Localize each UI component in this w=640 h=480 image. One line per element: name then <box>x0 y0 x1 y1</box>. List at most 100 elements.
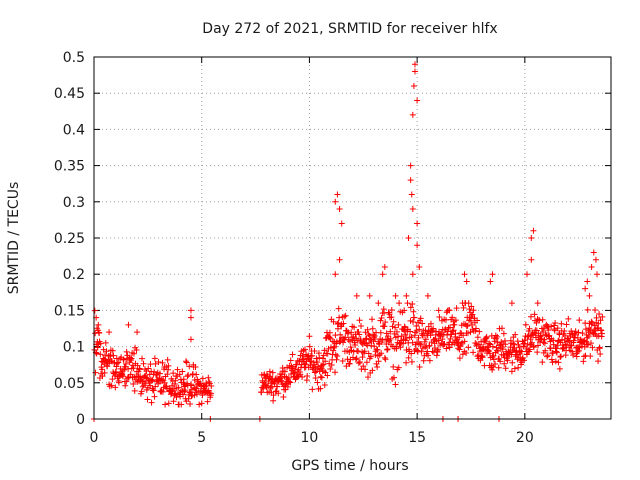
data-point <box>460 332 467 339</box>
data-point <box>375 300 382 307</box>
data-point <box>317 373 324 380</box>
data-point <box>317 385 324 392</box>
y-tick-label: 0.25 <box>54 231 85 247</box>
x-tick-label: 5 <box>197 430 206 446</box>
data-point <box>362 366 369 373</box>
data-point <box>479 354 486 361</box>
data-point <box>346 360 353 367</box>
data-point <box>377 317 384 324</box>
data-point <box>418 348 425 355</box>
data-point <box>355 360 362 367</box>
data-point <box>108 382 115 389</box>
data-point <box>461 338 468 345</box>
data-point <box>464 322 471 329</box>
data-point <box>518 348 525 355</box>
x-tick-label: 0 <box>90 430 99 446</box>
data-point <box>167 391 174 398</box>
data-point <box>127 371 134 378</box>
y-tick-label: 0 <box>76 412 85 428</box>
data-point <box>366 332 373 339</box>
data-point <box>347 338 354 345</box>
data-point <box>113 363 120 370</box>
data-point <box>584 306 591 313</box>
data-point <box>595 332 602 339</box>
data-point <box>308 352 315 359</box>
axis-ticks: 0 0.05 0.1 0.15 0.2 0.25 0.3 0.35 0.4 0.45 0.5 0 5 10… <box>54 50 611 446</box>
data-point <box>186 363 193 370</box>
data-point <box>403 292 410 299</box>
data-point <box>178 401 185 408</box>
data-point <box>449 314 456 321</box>
data-point <box>408 358 415 365</box>
data-point <box>378 315 385 322</box>
data-point <box>270 392 277 399</box>
data-point <box>353 292 360 299</box>
data-point <box>287 357 294 364</box>
data-point <box>343 363 350 370</box>
data-point <box>187 336 194 343</box>
data-point <box>367 353 374 360</box>
data-point <box>289 351 296 358</box>
data-point <box>424 348 431 355</box>
data-point <box>330 347 337 354</box>
data-point <box>332 271 339 278</box>
data-point <box>554 342 561 349</box>
data-point <box>411 314 418 321</box>
data-point <box>470 307 477 314</box>
data-point <box>173 394 180 401</box>
data-point <box>395 321 402 328</box>
data-point <box>409 111 416 118</box>
data-point <box>324 350 331 357</box>
data-point <box>468 303 475 310</box>
data-point <box>356 317 363 324</box>
data-point <box>304 373 311 380</box>
y-tick-label: 0.2 <box>63 267 85 283</box>
data-point <box>409 271 416 278</box>
x-tick-label: 15 <box>408 430 426 446</box>
data-point <box>314 358 321 365</box>
data-point <box>426 342 433 349</box>
data-point <box>170 370 177 377</box>
data-point <box>384 346 391 353</box>
data-point <box>554 325 561 332</box>
data-point <box>334 191 341 198</box>
data-point <box>434 346 441 353</box>
data-point <box>106 329 113 336</box>
data-point <box>321 382 328 389</box>
data-point <box>311 348 318 355</box>
data-point <box>427 320 434 327</box>
data-point <box>369 325 376 332</box>
data-point <box>94 344 101 351</box>
data-point <box>403 359 410 366</box>
data-point <box>390 318 397 325</box>
data-point <box>172 377 179 384</box>
data-point <box>528 235 535 241</box>
data-point <box>409 300 416 307</box>
data-point <box>483 333 490 340</box>
data-point <box>486 340 493 347</box>
data-point <box>422 327 429 334</box>
data-point <box>507 344 514 351</box>
data-point <box>125 321 132 328</box>
data-point <box>511 365 518 372</box>
y-tick-label: 0.15 <box>54 303 85 319</box>
data-point <box>382 356 389 363</box>
data-point <box>312 364 319 371</box>
data-point <box>547 338 554 345</box>
data-point <box>463 349 470 356</box>
data-point <box>187 400 194 407</box>
data-point <box>508 351 515 358</box>
data-point <box>545 327 552 334</box>
data-point <box>473 325 480 332</box>
data-point <box>115 379 122 386</box>
data-point <box>539 316 546 323</box>
data-point <box>375 358 382 365</box>
data-point <box>508 300 515 307</box>
data-point <box>556 365 563 372</box>
data-point <box>553 349 560 356</box>
data-point <box>414 242 421 249</box>
data-point <box>416 263 423 270</box>
data-point <box>151 393 158 400</box>
data-point <box>398 333 405 340</box>
data-point <box>161 379 168 386</box>
